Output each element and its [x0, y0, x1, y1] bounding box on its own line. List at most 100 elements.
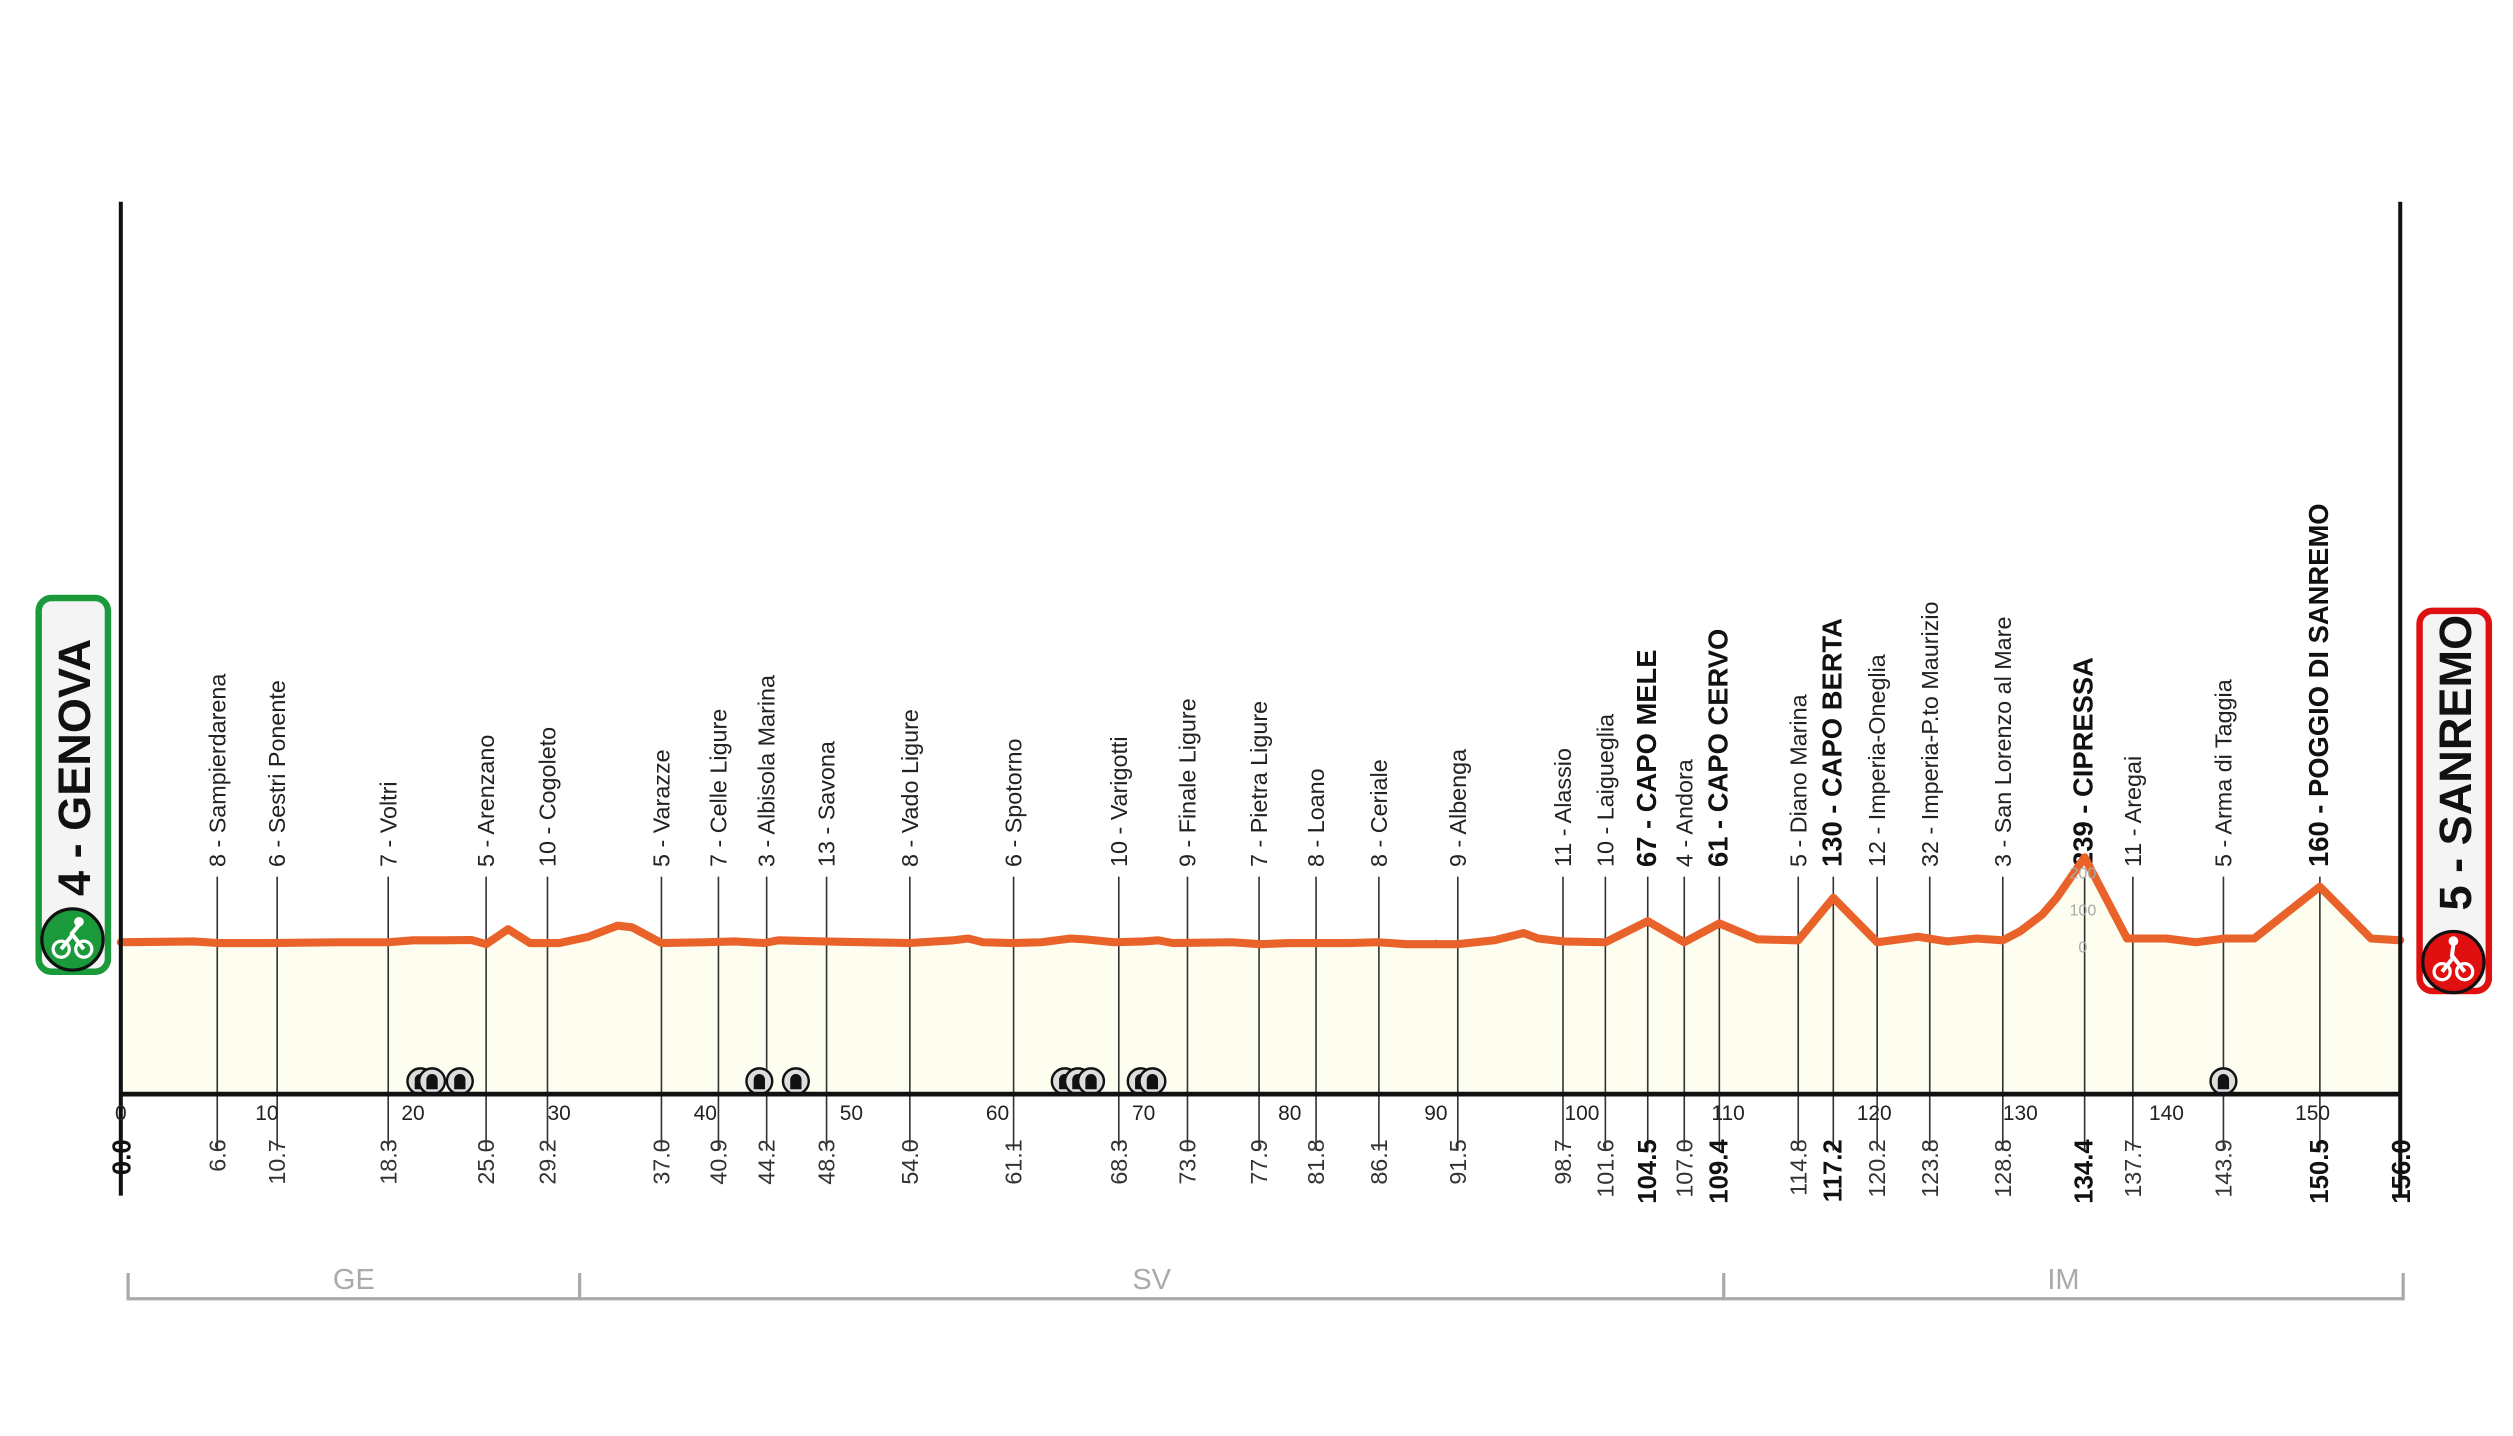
- km-label: 61.1: [1001, 1139, 1027, 1184]
- x-tick-label: 140: [2149, 1102, 2184, 1125]
- x-tick-label: 120: [1857, 1102, 1892, 1125]
- x-tick-label: 90: [1424, 1102, 1447, 1125]
- place-label: 6 - Spotorno: [1001, 739, 1027, 867]
- km-label: 91.5: [1445, 1139, 1471, 1184]
- km-label: 54.0: [897, 1139, 923, 1184]
- place-label: 3 - Albisola Marina: [754, 675, 780, 867]
- km-label: 40.9: [705, 1139, 731, 1184]
- km-label: 109.4: [1705, 1139, 1733, 1204]
- km-label: 150.5: [2306, 1139, 2334, 1203]
- tunnel-icon-portal: [790, 1074, 802, 1090]
- x-tick-label: 80: [1278, 1102, 1301, 1125]
- place-label: 130 - CAPO BERTA: [1816, 618, 1847, 867]
- place-label: 3 - San Lorenzo al Mare: [1990, 617, 2016, 867]
- place-label: 8 - Sampierdarena: [204, 674, 230, 867]
- x-tick-label: 130: [2003, 1102, 2038, 1125]
- x-tick-label: 70: [1132, 1102, 1155, 1125]
- place-label: 67 - CAPO MELE: [1631, 649, 1662, 867]
- tunnel-icon: [417, 1067, 447, 1096]
- km-label: 134.4: [2071, 1139, 2099, 1204]
- x-tick-label: 100: [1565, 1102, 1600, 1125]
- place-markers: 8 - Sampierdarena 6 - Sestri Ponente 7 - V…: [204, 503, 2334, 1151]
- km-label: 107.0: [1671, 1139, 1697, 1197]
- km-label: 137.7: [2120, 1139, 2146, 1197]
- elevation-scale: 200 100 0: [2069, 864, 2096, 956]
- tunnel-icon-portal: [2217, 1074, 2230, 1090]
- elevation-label: 100: [2069, 901, 2096, 919]
- profile-area: [120, 857, 2401, 1095]
- km-label-start: 0.0: [108, 1139, 136, 1175]
- start-badge: 4 - GENOVA: [35, 594, 112, 975]
- elevation-label: 0: [2078, 938, 2087, 956]
- km-label: 86.1: [1366, 1139, 1392, 1184]
- km-label-finish: 156.0: [2388, 1139, 2416, 1203]
- km-label: 128.8: [1990, 1139, 2016, 1197]
- finish-label: 5 - SANREMO: [2430, 615, 2481, 911]
- tunnel-icon-portal: [426, 1074, 438, 1090]
- place-label: 8 - Loano: [1303, 768, 1329, 867]
- x-tick-label: 30: [548, 1102, 571, 1125]
- km-label: 120.2: [1864, 1139, 1890, 1197]
- place-label: 8 - Ceriale: [1366, 759, 1392, 867]
- tunnel-icon-portal: [1085, 1074, 1097, 1090]
- region-label: SV: [1132, 1264, 1171, 1296]
- km-label: 73.0: [1175, 1139, 1201, 1184]
- x-tick-label: 150: [2295, 1102, 2330, 1125]
- km-label: 98.7: [1550, 1139, 1576, 1184]
- x-tick-label: 50: [840, 1102, 863, 1125]
- km-labels: 6.6 10.7 18.3 25.0 29.2 37.0 40.9 44.2 48.3 54.0 6…: [108, 1139, 2415, 1204]
- km-label: 48.3: [814, 1139, 840, 1184]
- place-label: 9 - Finale Ligure: [1175, 698, 1201, 867]
- cyclist-finish-icon: [2421, 929, 2486, 995]
- x-tick-label: 20: [401, 1102, 424, 1125]
- place-label: 12 - Imperia-Oneglia: [1864, 654, 1890, 867]
- place-label: 4 - Andora: [1671, 759, 1697, 867]
- place-label: 6 - Sestri Ponente: [264, 680, 290, 867]
- place-label: 8 - Vado Ligure: [897, 709, 923, 867]
- km-label: 81.8: [1303, 1139, 1329, 1184]
- x-tick-label: 40: [694, 1102, 717, 1125]
- x-tick-labels: 0 10 20 30 40 50 60 70 80 90 100 110 120 130 140 150: [115, 1102, 2330, 1125]
- tunnel-icon: [445, 1067, 474, 1096]
- tunnel-icon: [1138, 1067, 1167, 1096]
- km-label: 10.7: [264, 1139, 290, 1184]
- place-label: 7 - Pietra Ligure: [1246, 701, 1272, 867]
- place-label: 61 - CAPO CERVO: [1702, 629, 1733, 867]
- place-label: 32 - Imperia-P.to Maurizio: [1917, 601, 1943, 867]
- place-label: 5 - Arma di Taggia: [2210, 679, 2236, 867]
- place-label: 10 - Laigueglia: [1592, 714, 1618, 867]
- km-label: 29.2: [535, 1139, 561, 1184]
- region-label: GE: [333, 1264, 375, 1296]
- profile-line: [116, 853, 2405, 949]
- start-label: 4 - GENOVA: [49, 639, 100, 896]
- km-label: 104.5: [1634, 1139, 1662, 1203]
- tunnel-icon-portal: [753, 1074, 765, 1090]
- place-label: 5 - Diano Marina: [1785, 694, 1811, 867]
- place-label: 7 - Voltri: [375, 781, 401, 867]
- place-label: 239 - CIPRESSA: [2068, 657, 2099, 867]
- km-label: 117.2: [1819, 1139, 1847, 1202]
- elevation-label: 200: [2069, 864, 2096, 882]
- place-label: 9 - Albenga: [1445, 749, 1471, 867]
- place-label: 10 - Varigotti: [1106, 736, 1132, 867]
- x-tick-label: 10: [255, 1102, 278, 1125]
- tunnel-icon-portal: [454, 1074, 466, 1090]
- km-label: 68.3: [1106, 1139, 1132, 1184]
- place-label: 7 - Celle Ligure: [705, 709, 731, 867]
- region-brackets: GE SV IM: [126, 1264, 2405, 1301]
- place-label: 5 - Varazze: [649, 749, 675, 867]
- place-label: 13 - Savona: [814, 741, 840, 867]
- x-tick-label: 110: [1711, 1102, 1744, 1125]
- km-label: 77.9: [1246, 1139, 1272, 1184]
- km-label: 101.6: [1592, 1139, 1618, 1197]
- x-tick-label: 60: [986, 1102, 1009, 1125]
- place-label: 10 - Cogoleto: [535, 727, 561, 867]
- finish-badge: 5 - SANREMO: [2416, 607, 2493, 995]
- km-label: 6.6: [204, 1139, 230, 1171]
- km-label: 25.0: [473, 1139, 499, 1184]
- place-label: 160 - POGGIO DI SANREMO: [2303, 503, 2334, 867]
- x-tick-label: 0: [115, 1102, 127, 1125]
- tunnel-icon: [2209, 1067, 2238, 1096]
- km-label: 18.3: [375, 1139, 401, 1184]
